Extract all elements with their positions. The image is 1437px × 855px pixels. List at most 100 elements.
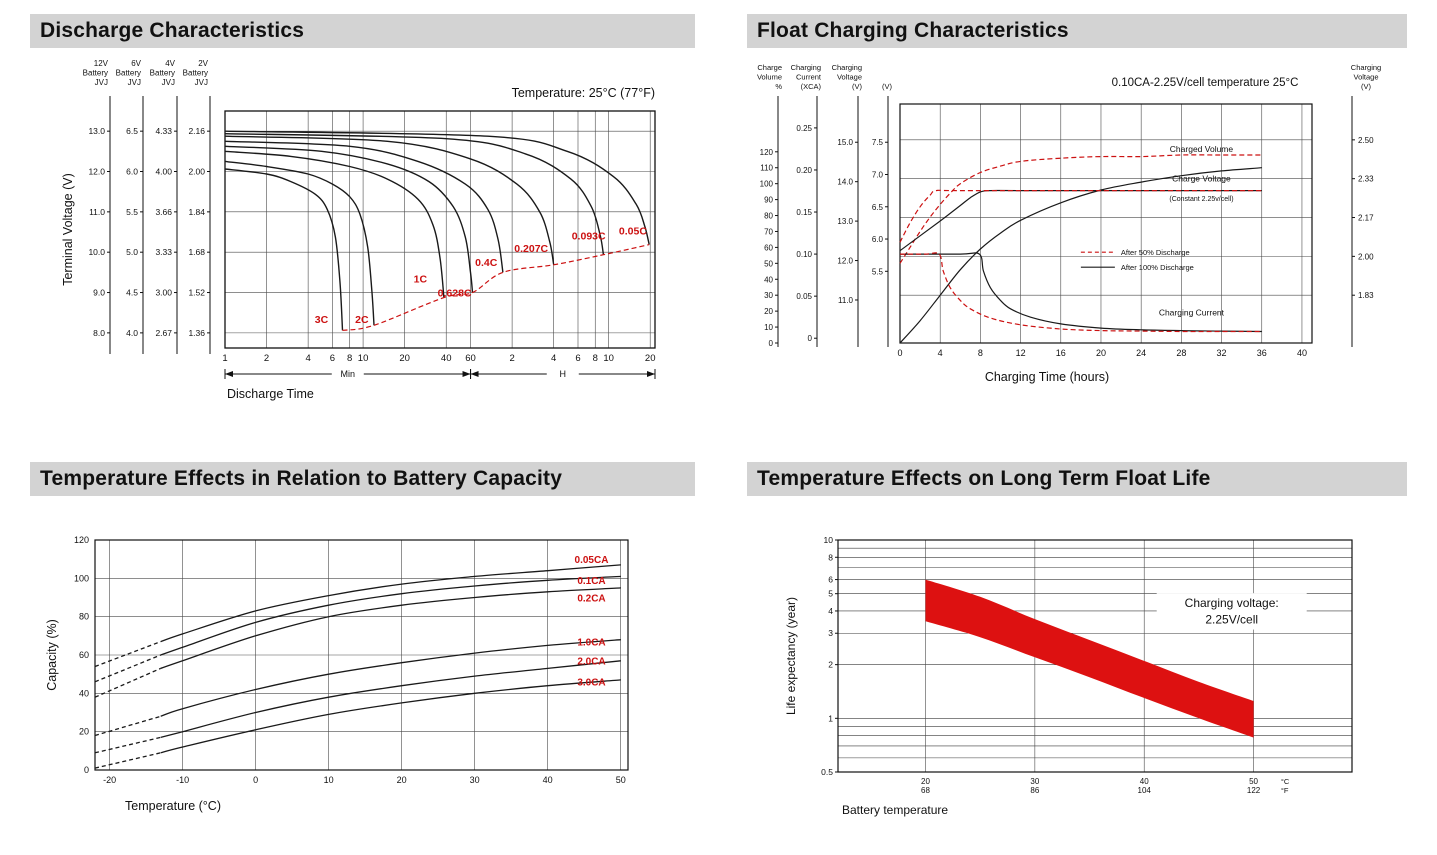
x-tick-label: 10 xyxy=(603,353,614,364)
x-tick-label-celsius: 20 xyxy=(921,777,930,786)
capacity-curve-dashed-3.0CA xyxy=(94,752,161,769)
discharge-curve-0.207C xyxy=(224,135,555,265)
y-axis-header: 12V xyxy=(94,59,109,68)
y-tick-label: 20 xyxy=(764,307,773,316)
x-tick-label: 0 xyxy=(897,348,902,358)
y-tick-label: 60 xyxy=(764,243,773,252)
y-tick-label: 0.15 xyxy=(796,208,812,217)
y-tick-label: 9.0 xyxy=(93,288,105,298)
annotation-bg xyxy=(1156,593,1307,630)
x-unit-label: H xyxy=(560,369,567,379)
panel-float-life: Temperature Effects on Long Term Float L… xyxy=(747,462,1407,845)
temp-capacity-chart: -20 -10 0 10 20 30 40 50 0 20 40 60 80 100 120 0.05CA 0.… xyxy=(45,535,629,813)
legend-label: After 50% Discharge xyxy=(1121,248,1190,257)
x-tick-label: 60 xyxy=(465,353,476,364)
y-tick-label: 1.68 xyxy=(188,247,205,257)
y-tick-label: 30 xyxy=(764,291,773,300)
x-tick-label: 4 xyxy=(551,353,556,364)
panel-temp-capacity-header: Temperature Effects in Relation to Batte… xyxy=(30,462,695,496)
x-tick-label: 36 xyxy=(1257,348,1267,358)
capacity-curve-dashed-0.05CA xyxy=(94,640,161,668)
x-tick-label: 2 xyxy=(509,353,514,364)
panel-float-charging-header: Float Charging Characteristics xyxy=(747,14,1407,48)
series-label-0.05CA: 0.05CA xyxy=(575,555,609,566)
capacity-curve-0.05CA xyxy=(160,564,621,643)
x-axis-title: Charging Time (hours) xyxy=(985,370,1109,384)
x-unit-label-bg xyxy=(331,368,364,380)
y-tick-label: 1 xyxy=(828,713,833,723)
y-tick-label: 5.0 xyxy=(126,247,138,257)
x-tick-label: 28 xyxy=(1176,348,1186,358)
x-tick-label: 10 xyxy=(324,775,334,785)
y-tick-label: 50 xyxy=(764,259,773,268)
right-axis-header: Voltage xyxy=(1353,73,1378,82)
y-axis-header: Battery xyxy=(83,69,108,78)
x-tick-label-fahrenheit: 68 xyxy=(921,786,930,795)
plot-border xyxy=(837,539,1353,773)
y-tick-label: 3.33 xyxy=(155,247,172,257)
y-axis-title: Capacity (%) xyxy=(45,619,59,691)
discharge-curve-2C xyxy=(224,160,375,326)
arrowhead-icon xyxy=(647,371,655,377)
y-axis-header: Current xyxy=(796,73,822,82)
x-unit-label-bg xyxy=(546,368,579,380)
y-axis-header: JVJ xyxy=(195,78,208,87)
y-tick-label: 120 xyxy=(74,535,89,545)
panel-float-charging: Float Charging Characteristics 0 4 8 12 16 20… xyxy=(747,14,1407,440)
y-tick-label: 12.0 xyxy=(837,257,853,266)
life-expectancy-band xyxy=(925,579,1254,738)
curve-label-0.628C: 0.628C xyxy=(438,287,472,299)
capacity-curve-dashed-1.0CA xyxy=(94,715,161,737)
inline-label: (Constant 2.25v/cell) xyxy=(1169,196,1233,203)
right-tick-label: 2.33 xyxy=(1358,175,1374,184)
x-tick-label-fahrenheit: 122 xyxy=(1247,786,1261,795)
capacity-curve-dashed-0.1CA xyxy=(94,654,161,683)
x-tick-label: 12 xyxy=(1016,348,1026,358)
y-tick-label: 5.5 xyxy=(126,207,138,217)
y-axis-header: % xyxy=(775,82,782,91)
y-tick-label: 10 xyxy=(824,535,834,545)
y-tick-label: 4 xyxy=(828,606,833,616)
y-tick-label: 2.67 xyxy=(155,328,172,338)
right-tick-label: 2.00 xyxy=(1358,252,1374,261)
y-tick-label: 80 xyxy=(79,612,89,622)
x-tick-label: 2 xyxy=(264,353,269,364)
x-tick-label: 8 xyxy=(593,353,598,364)
y-axis-header: JVJ xyxy=(162,78,175,87)
chart-note: 0.10CA-2.25V/cell temperature 25°C xyxy=(1112,77,1299,89)
y-tick-label: 110 xyxy=(760,164,773,173)
capacity-curve-0.2CA xyxy=(160,587,621,670)
y-axis-header: Charging xyxy=(791,63,821,72)
panel-float-life-header: Temperature Effects on Long Term Float L… xyxy=(747,462,1407,496)
capacity-curve-0.1CA xyxy=(160,575,621,656)
plot-border xyxy=(224,110,656,349)
y-tick-label: 14.0 xyxy=(837,178,853,187)
panel-discharge-header: Discharge Characteristics xyxy=(30,14,695,48)
y-tick-label: 10.0 xyxy=(88,247,105,257)
right-tick-label: 2.17 xyxy=(1358,214,1374,223)
x-tick-label-celsius: 30 xyxy=(1030,777,1039,786)
panel-discharge-title: Discharge Characteristics xyxy=(40,19,305,42)
y-axis-header: JVJ xyxy=(128,78,141,87)
x-tick-label: 20 xyxy=(645,353,656,364)
inline-label: Charged Volume xyxy=(1170,144,1234,154)
x-tick-label: 6 xyxy=(330,353,335,364)
x-tick-label: 8 xyxy=(347,353,352,364)
y-tick-label: 8 xyxy=(828,552,833,562)
y-tick-label: 120 xyxy=(760,148,774,157)
x-tick-label-celsius: 40 xyxy=(1140,777,1149,786)
x-axis-title: Battery temperature xyxy=(842,803,948,817)
x-tick-label: 40 xyxy=(1297,348,1307,358)
curve-label-1C: 1C xyxy=(414,273,428,285)
y-tick-label: 2 xyxy=(828,660,833,670)
arrowhead-icon xyxy=(470,371,479,377)
right-axis-header: Charging xyxy=(1351,63,1381,72)
x-tick-label: -20 xyxy=(103,775,116,785)
x-tick-label: 6 xyxy=(575,353,580,364)
x-tick-label: 4 xyxy=(938,348,943,358)
x-tick-label: 0 xyxy=(253,775,258,785)
y-tick-label: 4.5 xyxy=(126,288,138,298)
x-tick-label-fahrenheit: 86 xyxy=(1030,786,1039,795)
series-Charging Current - After 50% Discharge xyxy=(900,252,1262,333)
y-tick-label: 2.00 xyxy=(188,167,205,177)
